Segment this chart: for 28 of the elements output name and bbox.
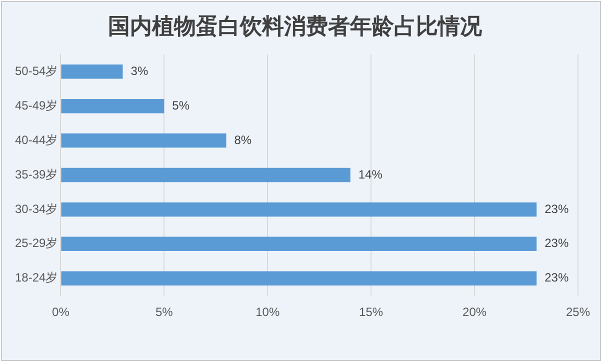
bar [61,236,537,252]
bar [61,168,350,182]
y-tick-label: 25-29岁 [14,236,58,250]
bar [61,202,537,217]
bar [61,64,123,79]
y-tick-label: 45-49岁 [14,98,58,112]
bar [61,98,164,114]
x-tick-label: 5% [155,305,174,320]
data-label: 3% [130,64,148,78]
chart-title: 国内植物蛋白饮料消费者年龄占比情况 [108,13,483,38]
data-label: 5% [172,98,190,112]
x-tick-label: 20% [462,305,487,320]
x-tick-label: 25% [566,305,590,320]
data-label: 8% [234,132,252,147]
y-tick-label: 50-54岁 [14,64,58,78]
x-tick-label: 0% [52,305,70,320]
bar [61,271,537,286]
x-tick-label: 10% [256,305,280,320]
y-tick-label: 30-34岁 [14,202,58,216]
data-label: 14% [358,167,383,182]
data-label: 23% [544,236,569,250]
y-tick-label: 18-24岁 [14,270,58,285]
data-label: 23% [544,270,569,285]
x-tick-label: 15% [359,305,384,320]
y-tick-label: 40-44岁 [14,132,58,147]
data-label: 23% [544,202,569,216]
bar [61,133,226,148]
y-tick-label: 35-39岁 [14,167,58,182]
